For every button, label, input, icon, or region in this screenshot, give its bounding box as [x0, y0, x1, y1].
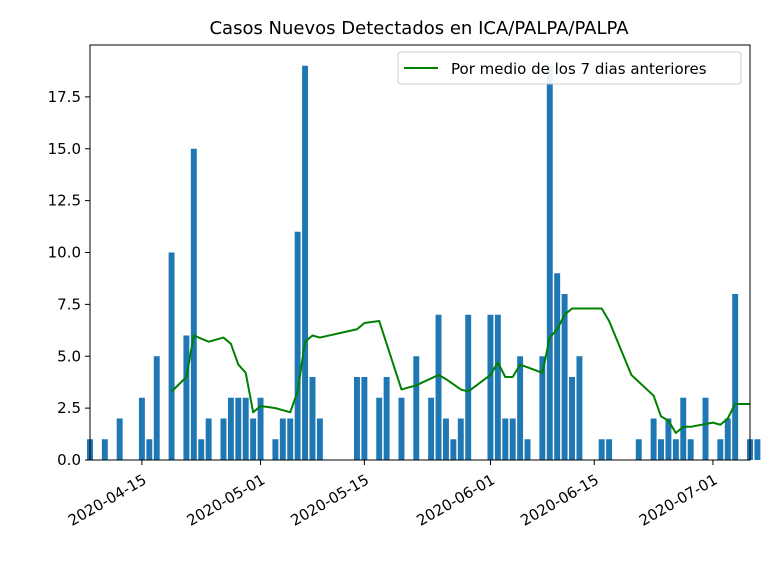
bar: [376, 397, 383, 460]
bar: [539, 356, 546, 460]
bar: [227, 397, 234, 460]
bar: [257, 397, 264, 460]
bar: [383, 377, 390, 460]
bar: [546, 65, 553, 460]
bar: [116, 418, 123, 460]
bar: [294, 231, 301, 460]
bar: [650, 418, 657, 460]
bar: [361, 377, 368, 460]
bar: [272, 439, 279, 460]
bar: [509, 418, 516, 460]
bar: [220, 418, 227, 460]
bar: [687, 439, 694, 460]
bar: [309, 377, 316, 460]
bar: [465, 314, 472, 460]
bar: [153, 356, 160, 460]
bar: [242, 397, 249, 460]
bar: [398, 397, 405, 460]
bar: [168, 252, 175, 460]
bar: [413, 356, 420, 460]
y-axis: 0.0 2.5 5.0 7.5 10.0 12.5 15.0 17.5: [48, 88, 90, 469]
bar: [702, 397, 709, 460]
bar: [524, 439, 531, 460]
plot-frame: [89, 44, 751, 461]
bar: [428, 397, 435, 460]
bar: [724, 418, 731, 460]
bar: [205, 418, 212, 460]
bar: [672, 439, 679, 460]
bar: [554, 273, 561, 460]
y-tick-label: 0.0: [57, 451, 81, 469]
plot-area: [90, 45, 750, 460]
bar: [279, 418, 286, 460]
y-tick-label: 2.5: [57, 399, 81, 417]
y-tick-label: 5.0: [57, 347, 81, 365]
bar: [606, 439, 613, 460]
bar: [198, 439, 205, 460]
bar: [235, 397, 242, 460]
bar: [502, 418, 509, 460]
bar: [487, 314, 494, 460]
bar: [183, 335, 190, 460]
bar: [561, 294, 568, 460]
bar-series: [87, 65, 761, 460]
bar: [442, 418, 449, 460]
bar: [754, 439, 761, 460]
bar: [494, 314, 501, 460]
y-tick-label: 7.5: [57, 295, 81, 313]
bar: [287, 418, 294, 460]
bar: [635, 439, 642, 460]
bar: [354, 377, 360, 460]
bar: [598, 439, 605, 460]
legend-entry-moving-average: Por medio de los 7 dias anteriores: [451, 60, 707, 78]
y-tick-label: 15.0: [48, 140, 81, 158]
bar: [250, 418, 257, 460]
chart-title: Casos Nuevos Detectados en ICA/PALPA/PAL…: [209, 18, 629, 39]
legend: Por medio de los 7 dias anteriores: [397, 51, 742, 85]
moving-average-series: [170, 307, 750, 435]
moving-average-line: [170, 307, 750, 435]
bar: [717, 439, 724, 460]
legend-box: [397, 51, 742, 85]
y-tick-label: 12.5: [48, 192, 81, 210]
bar: [517, 356, 524, 460]
bar: [435, 314, 442, 460]
bar: [316, 418, 323, 460]
bar: [146, 439, 153, 460]
bar: [457, 418, 464, 460]
bar: [665, 418, 672, 460]
bar: [658, 439, 664, 460]
bar: [576, 356, 583, 460]
y-tick-label: 17.5: [48, 88, 81, 106]
bar: [569, 377, 575, 460]
bar: [680, 397, 687, 460]
y-tick-label: 10.0: [48, 244, 81, 262]
bar: [190, 148, 197, 460]
bar: [302, 65, 309, 460]
bar: [138, 397, 145, 460]
bar: [732, 294, 739, 460]
bar: [450, 439, 457, 460]
bar: [101, 439, 108, 460]
